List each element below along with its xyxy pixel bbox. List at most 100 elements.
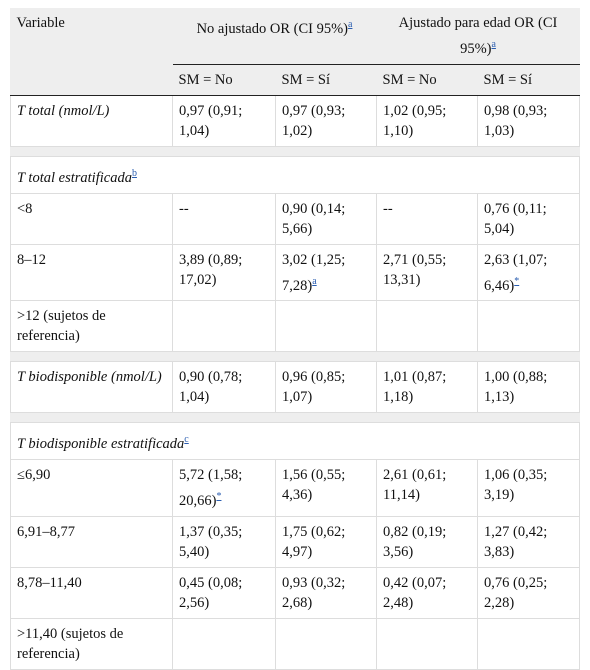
cell-text: 1,00 (0,88; 1,13) bbox=[484, 369, 548, 406]
value-cell bbox=[376, 618, 478, 670]
footnote-link[interactable]: a bbox=[491, 39, 496, 50]
row-label: T total (nmol/L) bbox=[10, 94, 173, 147]
spacer-cell bbox=[10, 351, 580, 362]
row-label: T biodisponible (nmol/L) bbox=[10, 361, 173, 414]
spacer-row bbox=[10, 351, 580, 362]
value-cell: -- bbox=[376, 192, 478, 245]
row-label: ≤6,90 bbox=[10, 459, 173, 518]
label-text: 8–12 bbox=[17, 251, 46, 268]
label-text: T biodisponible (nmol/L) bbox=[17, 369, 162, 386]
row-label: >11,40 (sujetos de referencia) bbox=[10, 618, 173, 670]
data-row: 6,91–8,77 1,37 (0,35; 5,40) 1,75 (0,62; 4,… bbox=[10, 516, 581, 569]
value-cell: 1,01 (0,87; 1,18) bbox=[376, 361, 478, 414]
label-text: <8 bbox=[17, 200, 33, 217]
spacer-row bbox=[10, 146, 580, 157]
footnote-link[interactable]: b bbox=[131, 167, 137, 179]
footnote-link[interactable]: * bbox=[514, 275, 520, 287]
label-text: T total estratificada bbox=[17, 169, 132, 186]
cell-text: 1,06 (0,35; 3,19) bbox=[484, 467, 548, 504]
row-label: 8–12 bbox=[10, 243, 173, 302]
footnote-link[interactable]: * bbox=[216, 491, 222, 503]
value-cell: 0,90 (0,78; 1,04) bbox=[172, 361, 276, 414]
cell-text: 5,72 (1,58; 20,66) bbox=[179, 467, 243, 510]
label-text: >11,40 (sujetos de referencia) bbox=[17, 626, 124, 663]
section-row: T total estratificadab bbox=[9, 155, 581, 194]
value-cell: 0,82 (0,19; 3,56) bbox=[376, 516, 478, 569]
label-text: ≤6,90 bbox=[17, 467, 51, 484]
group-title: Ajustado para edad OR (CI 95%) bbox=[398, 15, 558, 57]
value-cell: 2,71 (0,55; 13,31) bbox=[376, 243, 478, 302]
cell-text: 0,98 (0,93; 1,03) bbox=[484, 102, 548, 139]
data-row: ≤6,90 5,72 (1,58; 20,66)* 1,56 (0,55; 4,36… bbox=[10, 459, 581, 518]
value-cell: 2,61 (0,61; 11,14) bbox=[376, 459, 478, 518]
value-cell: 5,72 (1,58; 20,66)* bbox=[172, 459, 276, 518]
footnote-link[interactable]: a bbox=[312, 275, 317, 287]
value-cell: 0,97 (0,91; 1,04) bbox=[172, 94, 276, 147]
group-header: No ajustado OR (CI 95%)a bbox=[172, 8, 377, 65]
data-row: 8,78–11,40 0,45 (0,08; 2,56) 0,93 (0,32; 2… bbox=[10, 567, 581, 620]
cell-text: 1,37 (0,35; 5,40) bbox=[179, 524, 243, 561]
data-row: <8 -- 0,90 (0,14; 5,66) -- 0,76 (0,11; 5,04) bbox=[10, 192, 581, 245]
cell-text: 0,82 (0,19; 3,56) bbox=[383, 524, 447, 561]
label-text: >12 (sujetos de referencia) bbox=[17, 308, 106, 345]
value-cell bbox=[172, 618, 276, 670]
footnote-mark: b bbox=[132, 165, 137, 179]
cell-text: 1,27 (0,42; 3,83) bbox=[484, 524, 548, 561]
value-cell: 0,76 (0,11; 5,04) bbox=[476, 192, 581, 245]
footnote-mark: * bbox=[216, 488, 221, 502]
page: Variable No ajustado OR (CI 95%)a Ajusta… bbox=[9, 8, 581, 670]
subheader: SM = No bbox=[172, 63, 276, 96]
row-label: >12 (sujetos de referencia) bbox=[10, 300, 173, 353]
row-label: 6,91–8,77 bbox=[10, 516, 173, 569]
value-cell: 0,93 (0,32; 2,68) bbox=[275, 567, 377, 620]
value-cell bbox=[376, 300, 478, 353]
cell-text: 1,75 (0,62; 4,97) bbox=[282, 524, 346, 561]
row-label: <8 bbox=[10, 192, 173, 245]
value-cell: 1,27 (0,42; 3,83) bbox=[476, 516, 581, 569]
footnote-mark: * bbox=[514, 273, 519, 287]
value-cell: 0,90 (0,14; 5,66) bbox=[275, 192, 377, 245]
cell-text: 0,93 (0,32; 2,68) bbox=[282, 575, 346, 612]
footnote-link[interactable]: a bbox=[347, 19, 353, 30]
table-wrap: Variable No ajustado OR (CI 95%)a Ajusta… bbox=[9, 8, 581, 670]
cell-text: 2,71 (0,55; 13,31) bbox=[383, 251, 447, 288]
spacer-cell bbox=[10, 146, 580, 157]
cell-text: 0,97 (0,91; 1,04) bbox=[179, 102, 243, 139]
group-header: Ajustado para edad OR (CI 95%)a bbox=[376, 8, 580, 65]
cell-text: 0,76 (0,11; 5,04) bbox=[484, 200, 547, 237]
data-row: >12 (sujetos de referencia) bbox=[10, 300, 581, 353]
section-row: T biodisponible estratificadac bbox=[9, 422, 581, 461]
label-text: T total (nmol/L) bbox=[17, 102, 110, 119]
cell-text: 0,45 (0,08; 2,56) bbox=[179, 575, 243, 612]
label-text: T biodisponible estratificada bbox=[17, 436, 185, 453]
value-cell: 0,76 (0,25; 2,28) bbox=[476, 567, 581, 620]
cell-text: 2,63 (1,07; 6,46) bbox=[484, 251, 548, 294]
value-cell: 0,42 (0,07; 2,48) bbox=[376, 567, 478, 620]
spacer-row bbox=[10, 412, 580, 423]
value-cell: 1,75 (0,62; 4,97) bbox=[275, 516, 377, 569]
data-row: T total (nmol/L) 0,97 (0,91; 1,04) 0,97 (0… bbox=[10, 94, 581, 147]
data-row: >11,40 (sujetos de referencia) bbox=[10, 618, 581, 670]
value-cell: 3,89 (0,89; 17,02) bbox=[172, 243, 276, 302]
results-table: Variable No ajustado OR (CI 95%)a Ajusta… bbox=[9, 8, 581, 670]
row-label: T total estratificadab bbox=[9, 155, 581, 194]
cell-text: 0,90 (0,78; 1,04) bbox=[179, 369, 243, 406]
value-cell: 1,00 (0,88; 1,13) bbox=[476, 361, 581, 414]
value-cell bbox=[275, 300, 377, 353]
value-cell bbox=[476, 618, 581, 670]
value-cell bbox=[275, 618, 377, 670]
footnote-link[interactable]: c bbox=[184, 434, 189, 446]
value-cell: 0,96 (0,85; 1,07) bbox=[275, 361, 377, 414]
subheader-row: SM = No SM = Sí SM = No SM = Sí bbox=[11, 63, 580, 96]
table-head: Variable No ajustado OR (CI 95%)a Ajusta… bbox=[10, 8, 580, 96]
value-cell: 0,45 (0,08; 2,56) bbox=[172, 567, 276, 620]
subheader: SM = No bbox=[376, 63, 478, 96]
value-cell bbox=[172, 300, 276, 353]
cell-text: 3,02 (1,25; 7,28) bbox=[282, 251, 346, 294]
label-text: 6,91–8,77 bbox=[17, 524, 75, 541]
cell-text: 0,76 (0,25; 2,28) bbox=[484, 575, 548, 612]
value-cell: 0,97 (0,93; 1,02) bbox=[275, 94, 377, 147]
value-cell: -- bbox=[172, 192, 276, 245]
value-cell bbox=[476, 300, 581, 353]
footnote-mark: c bbox=[184, 431, 188, 445]
